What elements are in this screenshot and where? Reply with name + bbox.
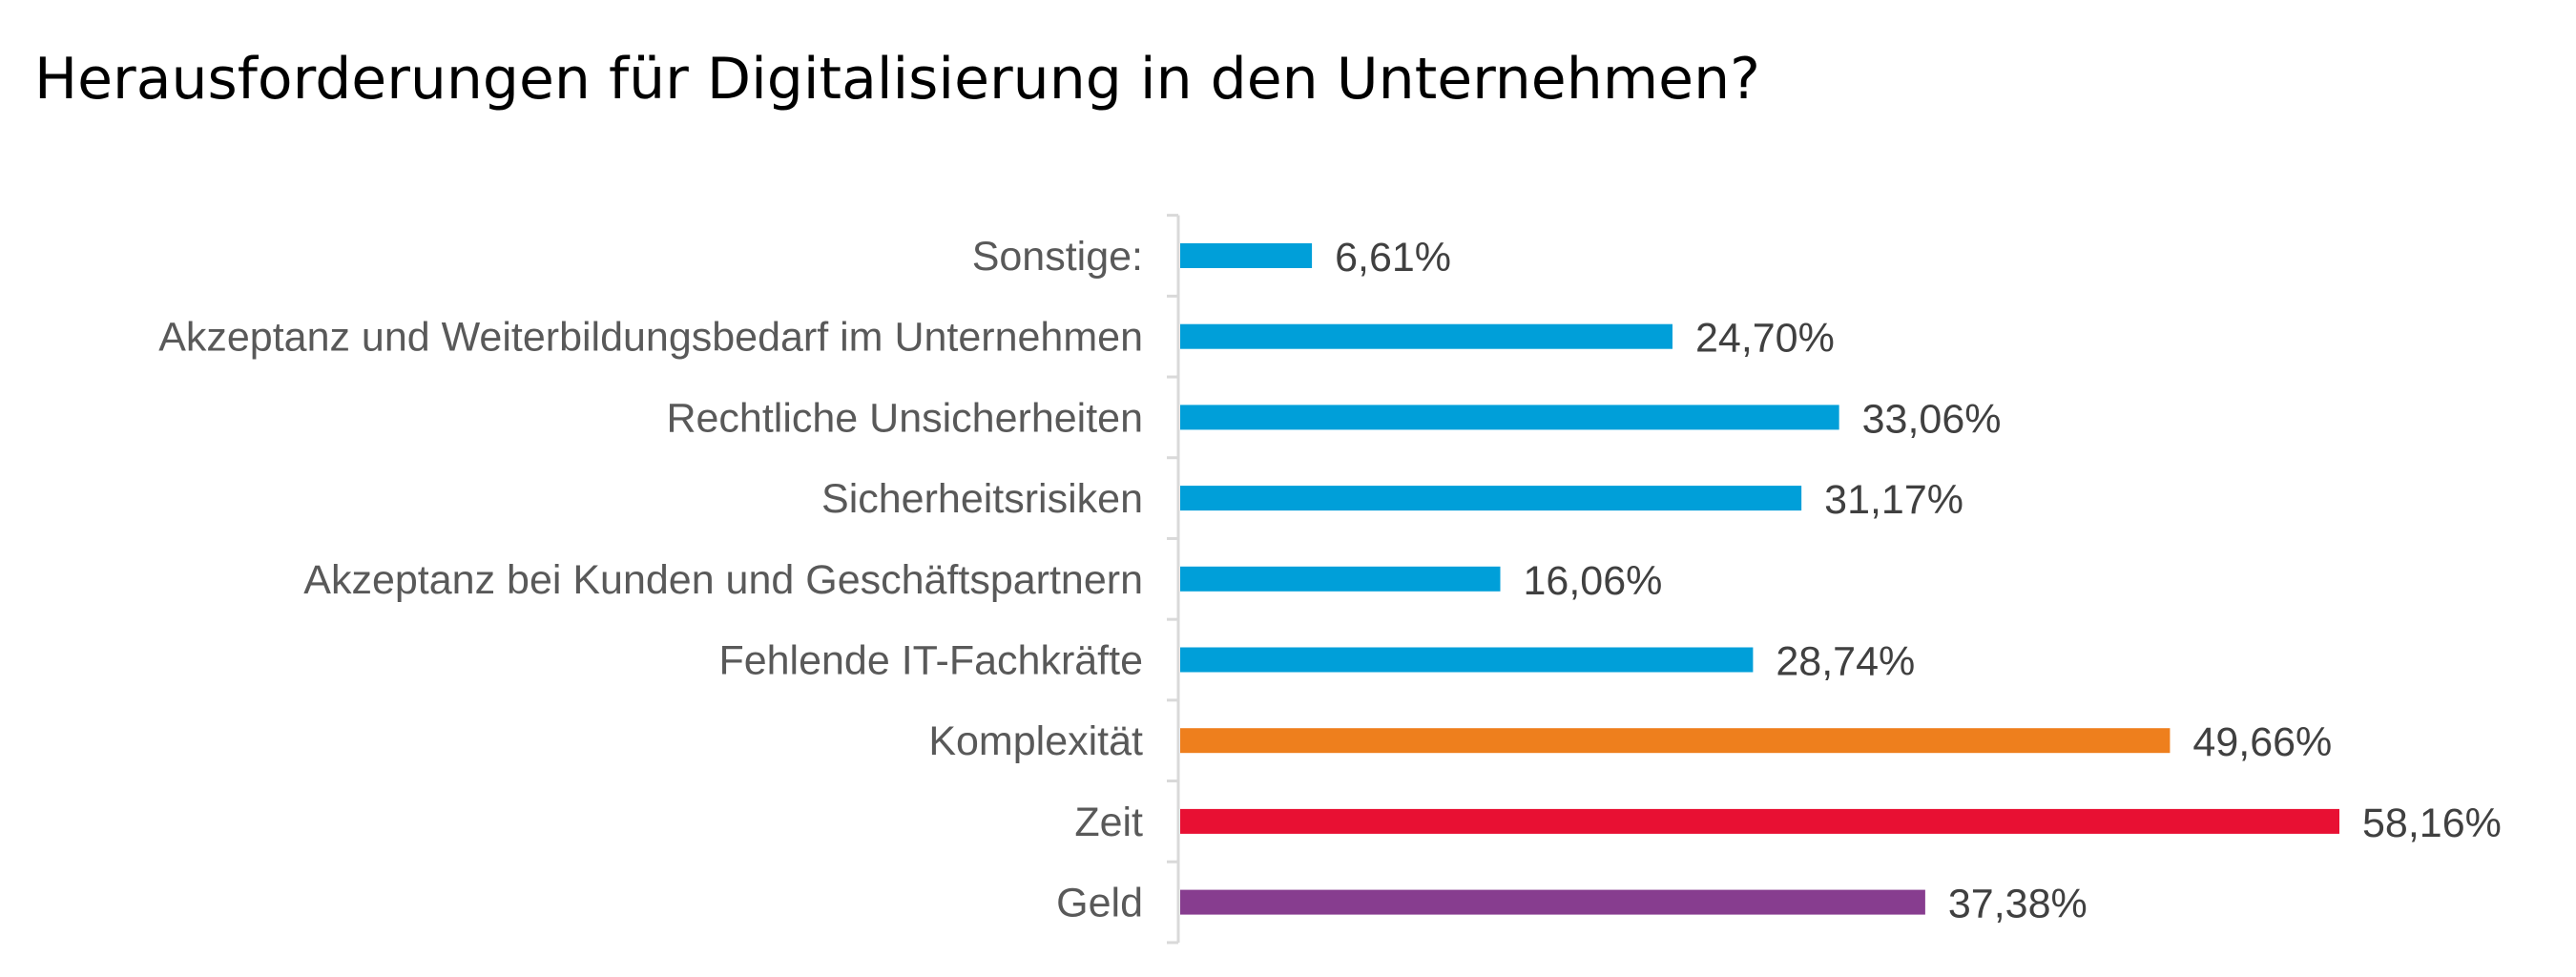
bar [1180,323,1672,349]
bar [1180,647,1754,673]
category-label: Sonstige: [972,234,1143,280]
category-label: Geld [1056,881,1143,926]
category-label: Akzeptanz und Weiterbildungsbedarf im Un… [158,315,1143,361]
category-label: Komplexität [928,718,1143,764]
chart-title: Herausforderungen für Digitalisierung in… [34,46,1760,113]
bar [1180,405,1839,430]
y-axis [1167,214,1180,945]
data-label: 33,06% [1862,396,2002,442]
data-label: 16,06% [1524,558,1663,604]
category-label: Zeit [1074,800,1143,845]
bar [1180,243,1313,268]
value-labels: 6,61% 24,70% 33,06% 31,17% 16,06% 28,74% 49,66… [1335,235,2502,927]
category-label: Fehlende IT-Fachkräfte [718,638,1143,684]
category-label: Akzeptanz bei Kunden und Geschäftspartne… [303,557,1143,603]
data-label: 6,61% [1335,235,1451,281]
bar [1180,566,1501,592]
data-label: 28,74% [1776,639,1915,685]
bar [1180,486,1802,511]
category-label: Sicherheitsrisiken [821,476,1143,522]
data-label: 58,16% [2362,800,2502,846]
bar [1180,808,2339,834]
bars [1180,243,2339,915]
bar [1180,728,2171,754]
data-label: 24,70% [1695,316,1835,362]
data-label: 49,66% [2192,719,2332,765]
data-label: 31,17% [1824,477,1963,523]
bar [1180,889,1925,915]
data-label: 37,38% [1948,882,2088,927]
category-label: Rechtliche Unsicherheiten [666,395,1143,441]
category-labels: Sonstige: Akzeptanz und Weiterbildungsbed… [158,234,1143,926]
